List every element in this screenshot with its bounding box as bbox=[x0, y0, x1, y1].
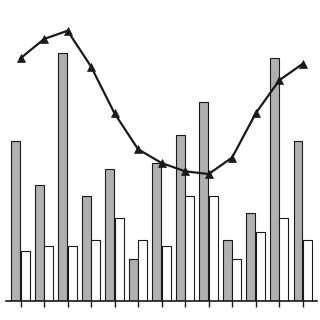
Bar bbox=[105, 169, 114, 301]
Bar bbox=[21, 251, 30, 301]
Bar bbox=[82, 196, 91, 301]
Bar bbox=[129, 260, 138, 301]
Bar bbox=[115, 218, 124, 301]
Bar bbox=[162, 246, 171, 301]
Bar bbox=[138, 240, 147, 301]
Bar bbox=[152, 163, 161, 301]
Bar bbox=[279, 218, 288, 301]
Bar bbox=[209, 196, 218, 301]
Bar bbox=[35, 185, 44, 301]
Bar bbox=[270, 58, 279, 301]
Bar bbox=[303, 240, 312, 301]
Bar bbox=[199, 102, 208, 301]
Bar bbox=[232, 260, 241, 301]
Bar bbox=[293, 141, 302, 301]
Bar bbox=[256, 232, 265, 301]
Bar bbox=[91, 240, 100, 301]
Bar bbox=[11, 141, 20, 301]
Bar bbox=[68, 246, 77, 301]
Bar bbox=[185, 196, 194, 301]
Bar bbox=[223, 240, 232, 301]
Bar bbox=[44, 246, 53, 301]
Bar bbox=[58, 53, 67, 301]
Bar bbox=[176, 135, 185, 301]
Bar bbox=[246, 212, 255, 301]
